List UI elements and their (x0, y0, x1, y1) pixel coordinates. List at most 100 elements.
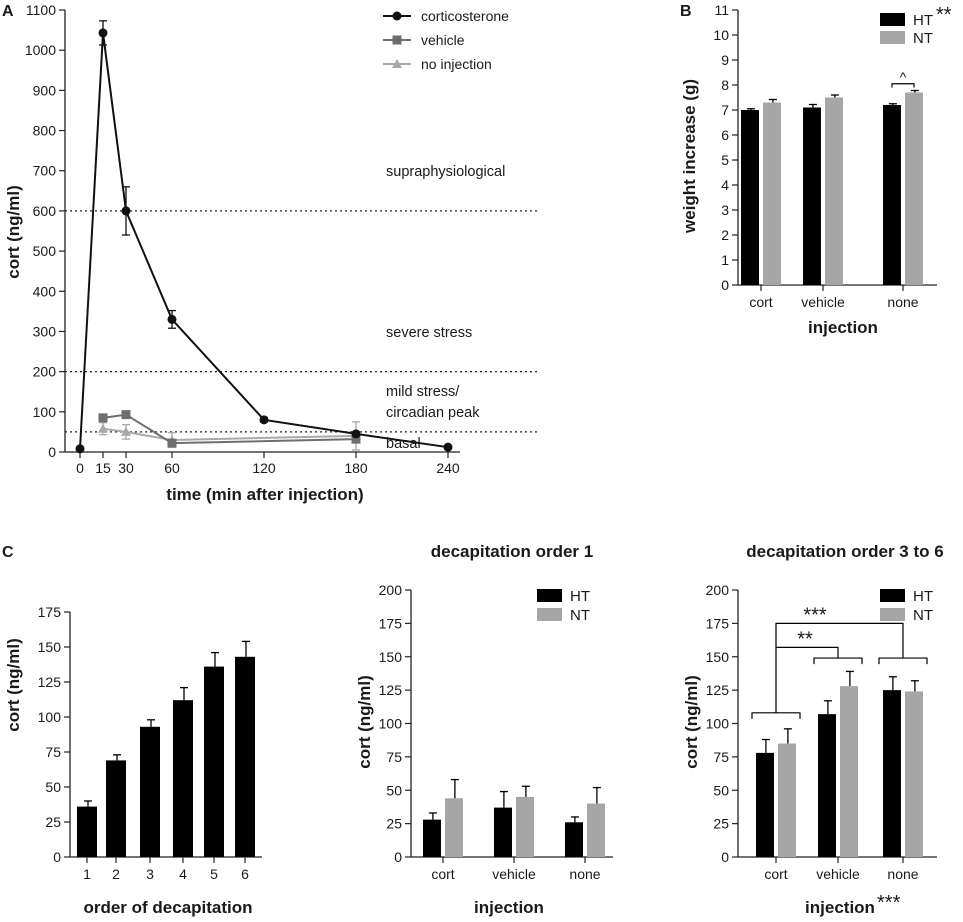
panel-c2-legend-swatch-nt (537, 608, 562, 621)
panel-c1-x-tick-label: 3 (146, 866, 154, 882)
panel-c2-legend-swatch-ht (537, 589, 562, 602)
panel-b-significance-label: ^ (900, 69, 907, 85)
panel-c2-bar-nt-vehicle (516, 796, 534, 857)
panel-c2-x-tick-label: cort (431, 866, 454, 882)
panel-a-y-tick-label: 600 (33, 203, 57, 219)
panel-b-legend-label-nt: NT (913, 30, 933, 47)
panel-c2-y-tick-label: 50 (386, 782, 402, 798)
panel-b-y-tick-label: 1 (721, 252, 729, 268)
panel-c3-y-tick-label: 0 (721, 849, 729, 865)
panel-c3-group-bracket-cort (751, 712, 801, 719)
panel-a-xlabel: time (min after injection) (166, 485, 363, 504)
legend-label-no-injection: no injection (421, 56, 492, 72)
panel-a-series-line-no-injection (102, 427, 357, 441)
panel-letter-c: C (2, 544, 14, 561)
panel-a-point-vehicle (98, 413, 108, 423)
panel-b-x-tick-label: vehicle (801, 294, 845, 310)
panel-c3-x-tick-label: vehicle (816, 866, 860, 882)
panel-a-x-tick-label: 240 (436, 460, 460, 476)
panel-c1-y-tick-label: 125 (38, 674, 62, 690)
panel-a-y-tick-label: 200 (33, 364, 57, 380)
panel-c3-x-tick-label: cort (764, 866, 787, 882)
panel-b-y-tick-label: 5 (721, 152, 729, 168)
panel-c2-y-tick-label: 125 (379, 682, 403, 698)
panel-a-point-cort (121, 206, 131, 216)
panel-a-x-tick-label: 60 (164, 460, 180, 476)
panel-c3-y-tick-label: 75 (713, 749, 729, 765)
panel-a-point-cort (98, 28, 108, 38)
panel-c3-comparison-label-cort-vehicle: ** (797, 628, 813, 650)
panel-a-y-tick-label: 1000 (25, 42, 56, 58)
panel-c3-title: decapitation order 3 to 6 (746, 542, 943, 561)
panel-b-legend-swatch-ht (880, 13, 905, 26)
panel-c1-xlabel: order of decapitation (83, 898, 252, 917)
panel-c3-bar-ht-cort (756, 752, 774, 857)
panel-c3-y-tick-label: 175 (706, 615, 730, 631)
panel-a-y-tick-label: 800 (33, 123, 57, 139)
panel-a-x-tick-label: 120 (252, 460, 276, 476)
panel-b-bar-nt-cort (763, 102, 781, 285)
panel-c1: cort (ng/ml) order of decapitation (4, 638, 253, 917)
panel-c1-bar-6 (235, 656, 255, 857)
panel-a-point-cort (443, 442, 453, 452)
panel-c2-y-tick-label: 175 (379, 615, 403, 631)
panel-c1-ylabel: cort (ng/ml) (4, 638, 23, 732)
panel-a-point-vehicle (351, 434, 361, 444)
panel-c1-y-tick-label: 175 (38, 604, 62, 620)
panel-a-series-line-vehicle (102, 413, 357, 445)
panel-c3-group-bracket-vehicle (813, 657, 863, 665)
panel-c3-bar-nt-cort (778, 743, 796, 857)
panel-c3-y-tick-label: 200 (706, 582, 730, 598)
panel-c2-legend-label-nt: NT (570, 607, 590, 624)
panel-b-y-tick-label: 10 (713, 27, 729, 43)
panel-b-x-tick-label: cort (749, 294, 772, 310)
panel-c2-y-tick-label: 150 (379, 649, 403, 665)
panel-c3-bar-ht-none (883, 690, 901, 857)
panel-b-bar-nt-none (905, 92, 923, 285)
panel-b-bar-nt-vehicle (825, 97, 843, 285)
panel-a-point-cort (259, 415, 269, 425)
panel-c2-y-tick-label: 75 (386, 749, 402, 765)
panel-c1-x-tick-label: 2 (112, 866, 120, 882)
panel-c3-xlabel-sig: *** (877, 892, 901, 914)
panel-a-y-tick-label: 900 (33, 82, 57, 98)
panel-letter-b: B (680, 3, 692, 20)
panel-a-ylabel: cort (ng/ml) (4, 185, 23, 279)
panel-c3-legend-label-nt: NT (913, 607, 933, 624)
panel-b-legend-label-ht: HT (913, 12, 933, 29)
panel-c3-y-tick-label: 50 (713, 782, 729, 798)
region-circadian-peak: circadian peak (386, 405, 480, 421)
panel-c3-xlabel: injection (805, 898, 875, 917)
panel-c3-bar-nt-vehicle (840, 686, 858, 857)
region-mild-stress: mild stress/ (386, 384, 460, 400)
panel-a-point-vehicle (121, 410, 131, 420)
panel-a-x-tick-label: 30 (118, 460, 134, 476)
panel-c2-y-tick-label: 0 (394, 849, 402, 865)
panel-c3-comparison-bracket-cort-none (775, 622, 904, 713)
panel-b-bar-ht-vehicle (803, 107, 821, 285)
panel-c1-y-tick-label: 50 (45, 779, 61, 795)
panel-c2-bar-nt-none (587, 803, 605, 857)
panel-c1-x-tick-label: 1 (83, 866, 91, 882)
panel-a-y-tick-label: 1100 (26, 2, 56, 18)
panel-c2: decapitation order 1 cort (ng/ml) inject… (355, 542, 593, 917)
panel-c1-bar-5 (204, 666, 224, 857)
panel-a-y-tick-label: 0 (48, 444, 56, 460)
panel-c3-comparison-label-cort-none: *** (803, 604, 827, 626)
panel-c2-y-tick-label: 100 (379, 716, 403, 732)
panel-b-bar-ht-none (883, 105, 901, 285)
panel-a-x-tick-label: 15 (95, 460, 111, 476)
panel-c1-bar-3 (140, 726, 160, 857)
panel-a-point-cort (75, 444, 85, 454)
panel-a-y-tick-label: 500 (33, 243, 57, 259)
panel-c2-title: decapitation order 1 (431, 542, 593, 561)
panel-c2-bar-nt-cort (445, 798, 463, 857)
panel-b-significance-bracket (891, 83, 915, 88)
panel-a-y-tick-label: 400 (33, 283, 57, 299)
panel-letter-a: A (2, 3, 14, 20)
legend-label-cort: corticosterone (421, 8, 509, 24)
panel-c1-bar-1 (77, 806, 97, 857)
panel-a-point-no-injection (121, 426, 131, 436)
panel-b-legend-swatch-nt (880, 31, 905, 44)
